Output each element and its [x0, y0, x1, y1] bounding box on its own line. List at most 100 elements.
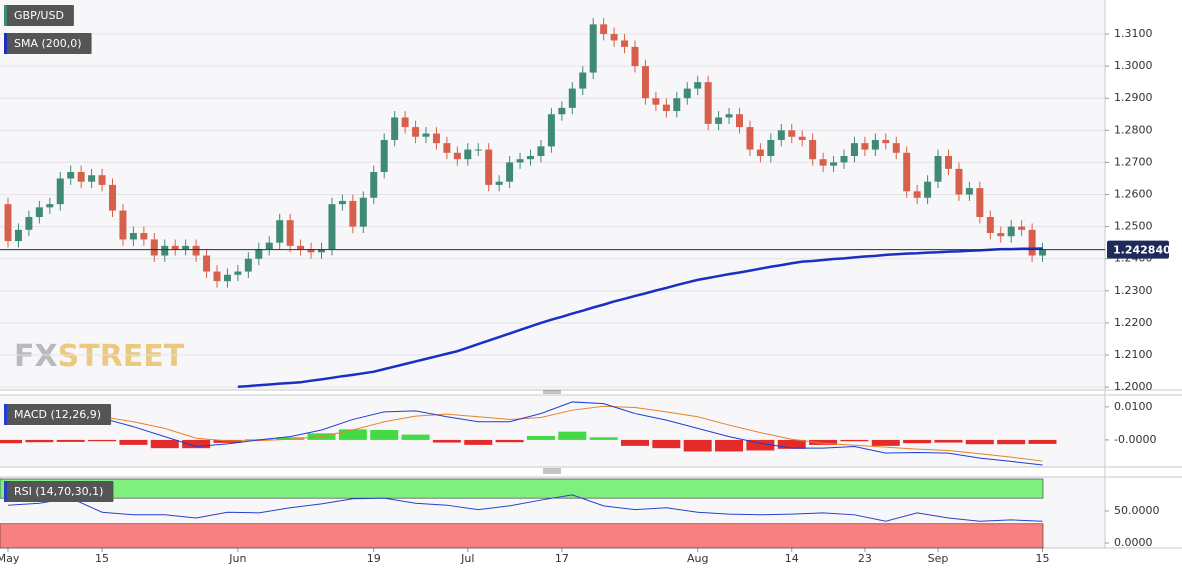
candle-body	[652, 98, 660, 105]
macd-line	[8, 401, 1043, 466]
overbought-zone	[0, 478, 1044, 499]
y-tick-label: 1.2200	[1114, 316, 1153, 329]
candle-body	[77, 172, 85, 182]
candle-body	[56, 178, 64, 205]
candle-body	[589, 24, 597, 73]
candle-body	[527, 156, 534, 160]
candle-body	[1018, 226, 1026, 230]
macd-histogram-bar	[432, 439, 461, 443]
legend-item: GBP/USD	[4, 5, 74, 26]
candle-body	[704, 82, 712, 124]
candle-body	[924, 181, 932, 198]
legend-swatch	[4, 404, 7, 425]
macd-histogram-bar	[652, 439, 681, 449]
y-tick-label: 0.0100	[1114, 400, 1153, 413]
x-tick-label: Jun	[228, 552, 246, 565]
y-tick-label: 1.2800	[1114, 123, 1153, 136]
candle-body	[4, 204, 12, 242]
macd-histogram-bar	[464, 439, 493, 445]
legend-label: SMA (200,0)	[14, 37, 82, 50]
y-tick-label: 1.2500	[1114, 220, 1153, 233]
macd-histogram-bar	[338, 429, 367, 440]
candle-body	[756, 149, 764, 156]
x-tick-label: Sep	[928, 552, 949, 565]
y-tick-label: 1.2100	[1114, 348, 1153, 361]
candle-body	[746, 127, 754, 150]
y-tick-label: 1.2900	[1114, 91, 1153, 104]
candle-body	[965, 188, 973, 195]
x-tick-label: Aug	[687, 552, 708, 565]
candle-body	[986, 216, 994, 234]
candle-body	[683, 88, 691, 99]
candle-body	[338, 200, 346, 205]
legend-swatch	[4, 33, 7, 54]
candle-body	[401, 117, 409, 128]
candle-body	[547, 114, 555, 147]
candle-body	[934, 156, 942, 182]
legend-bg	[4, 5, 74, 26]
y-tick-label: 1.2700	[1114, 155, 1153, 168]
macd-histogram-bar	[871, 439, 900, 446]
candle-body	[840, 156, 848, 163]
candle-body	[328, 204, 336, 250]
candle-body	[422, 133, 430, 137]
candle-body	[882, 139, 890, 144]
macd-histogram-bar	[620, 439, 649, 446]
candle-body	[558, 107, 566, 115]
x-tick-label: 14	[785, 552, 799, 565]
candle-body	[579, 72, 587, 89]
candle-body	[945, 156, 952, 169]
candle-body	[14, 229, 22, 242]
candle-body	[276, 220, 284, 243]
x-tick-label: 15	[95, 552, 109, 565]
macd-histogram-bar	[683, 439, 712, 452]
candle-body	[98, 175, 106, 185]
candle-body	[1039, 249, 1047, 256]
resize-handle[interactable]	[543, 390, 561, 474]
candle-body	[150, 239, 158, 256]
legend-bg	[4, 481, 114, 502]
candle-body	[809, 139, 817, 160]
candle-body	[307, 249, 315, 253]
candle-body	[736, 114, 743, 128]
legend-label: RSI (14,70,30,1)	[14, 485, 103, 498]
candle-body	[819, 159, 827, 166]
watermark-prefix: FX	[14, 339, 58, 374]
candle-body	[568, 88, 576, 108]
legend-swatch	[4, 481, 7, 502]
macd-panel-bg	[0, 395, 1105, 467]
candle-body	[46, 204, 54, 208]
candle-body	[412, 127, 420, 137]
candle-body	[861, 143, 869, 150]
candle-body	[976, 188, 984, 217]
candle-body	[850, 143, 858, 156]
macd-histogram-bar	[150, 439, 179, 449]
macd-histogram-bar	[903, 439, 932, 444]
candle-body	[380, 139, 388, 173]
macd-histogram-bar	[495, 439, 524, 443]
candle-body	[485, 149, 493, 185]
candle-body	[506, 162, 514, 182]
y-tick-label: 1.3000	[1114, 59, 1153, 72]
oversold-zone	[0, 523, 1044, 549]
candle-body	[474, 149, 482, 151]
macd-histogram-bar	[526, 435, 555, 440]
macd-histogram-bar	[56, 439, 85, 442]
x-tick-label: 19	[367, 552, 381, 565]
candle-body	[109, 184, 116, 211]
candle-body	[432, 133, 440, 144]
y-tick-label: 1.2000	[1114, 380, 1153, 393]
legend-label: GBP/USD	[14, 9, 64, 22]
candle-body	[631, 46, 639, 67]
macd-histogram-bar	[777, 439, 806, 449]
candle-body	[715, 117, 723, 124]
candle-body	[88, 175, 96, 182]
candle-body	[662, 104, 670, 112]
candle-body	[673, 98, 681, 112]
candle-body	[955, 168, 963, 195]
watermark: FXSTREET	[14, 339, 185, 374]
candle-body	[255, 249, 263, 259]
candle-body	[370, 172, 378, 198]
candle-body	[871, 139, 879, 150]
candle-body	[265, 242, 273, 250]
